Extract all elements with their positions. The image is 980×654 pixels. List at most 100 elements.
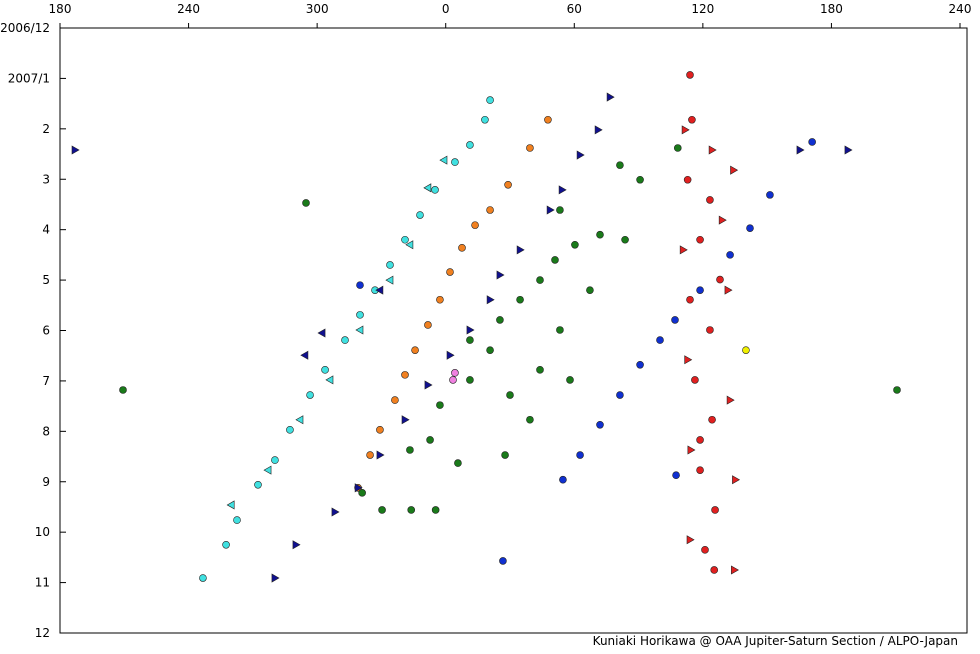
point xyxy=(696,466,704,474)
point xyxy=(423,183,432,193)
point xyxy=(688,115,696,124)
point xyxy=(317,328,326,338)
point xyxy=(466,336,474,344)
point xyxy=(691,376,699,384)
point xyxy=(471,221,479,229)
point xyxy=(671,316,679,324)
point xyxy=(708,415,716,424)
point xyxy=(596,420,604,429)
point xyxy=(356,281,364,289)
point xyxy=(292,540,301,550)
point xyxy=(426,436,434,444)
point xyxy=(321,366,329,374)
point xyxy=(684,355,693,365)
point xyxy=(401,415,410,425)
point xyxy=(401,371,409,379)
point xyxy=(701,546,709,554)
point xyxy=(226,500,235,510)
point xyxy=(424,380,433,390)
point xyxy=(358,489,366,497)
point xyxy=(233,516,241,524)
point xyxy=(726,395,735,405)
point xyxy=(458,244,466,252)
point xyxy=(431,186,439,194)
point xyxy=(376,450,385,460)
y-tick-label: 10 xyxy=(35,525,50,539)
point xyxy=(696,436,704,444)
point xyxy=(636,175,644,184)
point xyxy=(673,144,682,152)
point xyxy=(405,240,414,250)
point xyxy=(306,391,314,399)
point xyxy=(621,235,629,244)
x-tick-label: 60 xyxy=(567,2,582,16)
point xyxy=(724,285,733,295)
point xyxy=(376,426,384,434)
point xyxy=(571,240,579,249)
point xyxy=(808,138,816,146)
point xyxy=(796,145,805,155)
point xyxy=(731,565,739,575)
point xyxy=(446,350,455,360)
point xyxy=(746,224,754,232)
point xyxy=(686,295,694,304)
point xyxy=(526,144,534,152)
x-tick-label: 240 xyxy=(177,2,200,16)
point xyxy=(486,346,494,354)
point xyxy=(696,286,704,294)
point xyxy=(424,321,432,329)
y-tick-label: 5 xyxy=(42,273,50,287)
point xyxy=(331,507,340,517)
point xyxy=(672,471,680,479)
point xyxy=(271,573,280,583)
point xyxy=(451,369,459,377)
point xyxy=(199,574,207,582)
point xyxy=(407,506,416,514)
point xyxy=(325,375,334,385)
point xyxy=(446,268,454,276)
point xyxy=(558,185,567,195)
point xyxy=(481,115,489,124)
point xyxy=(683,175,692,184)
point xyxy=(375,285,384,295)
point xyxy=(436,401,444,409)
point xyxy=(706,326,714,334)
point xyxy=(451,158,459,166)
point xyxy=(263,465,272,475)
point xyxy=(356,311,364,319)
point xyxy=(486,96,494,104)
y-tick-label: 2006/12 xyxy=(0,21,50,35)
point xyxy=(730,165,739,175)
point xyxy=(341,336,349,344)
point xyxy=(385,275,394,285)
point xyxy=(411,346,419,354)
point xyxy=(300,350,309,360)
point xyxy=(486,295,495,305)
y-tick-label: 2007/1 xyxy=(8,71,50,85)
point xyxy=(586,286,594,294)
point xyxy=(596,230,604,239)
point xyxy=(286,426,294,434)
point xyxy=(687,445,696,455)
point xyxy=(504,180,512,189)
point xyxy=(718,215,727,225)
point xyxy=(499,557,507,565)
point xyxy=(222,540,230,549)
point xyxy=(355,325,364,335)
point xyxy=(466,376,474,384)
point xyxy=(844,145,853,155)
point xyxy=(271,456,279,464)
point xyxy=(686,535,695,545)
point xyxy=(354,483,363,493)
point xyxy=(302,199,310,207)
point xyxy=(606,92,615,102)
point xyxy=(486,206,494,214)
point xyxy=(566,376,574,384)
point xyxy=(406,446,414,454)
point xyxy=(696,235,704,244)
x-tick-label: 0 xyxy=(442,2,450,16)
point xyxy=(576,150,585,160)
x-tick-label: 240 xyxy=(949,2,972,16)
point xyxy=(716,275,724,284)
